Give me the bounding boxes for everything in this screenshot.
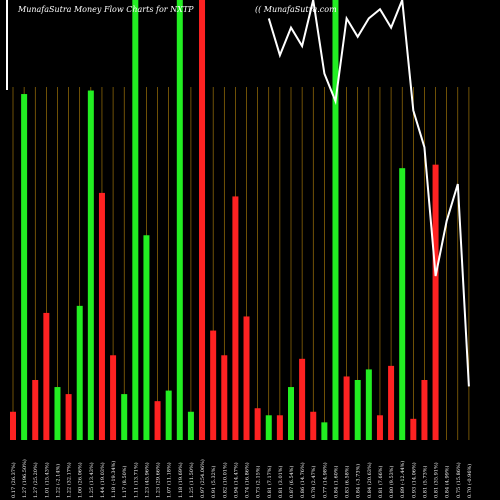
money-flow-bar <box>388 365 395 440</box>
money-flow-bar <box>165 390 172 440</box>
x-tick-label: 0.74 (16.86%) <box>244 462 251 498</box>
money-flow-bar <box>243 316 250 440</box>
chart-title: MunafaSutra Money Flow Charts for NXTP <box>17 5 194 14</box>
x-tick-label: 0.91 (5.32%) <box>210 465 217 498</box>
x-tick-label: 0.17 (26.37%) <box>10 462 17 498</box>
money-flow-bar <box>21 94 28 440</box>
x-tick-label: 0.86 (14.76%) <box>299 462 306 498</box>
x-tick-label: 0.70 (-0.96%) <box>466 464 473 498</box>
x-tick-label: 1.27 (196.50%) <box>21 459 28 498</box>
x-tick-label: 0.84 (-3.73%) <box>355 464 362 498</box>
x-tick-label: 1.18 (-19.34%) <box>110 461 117 498</box>
money-flow-bar <box>110 355 117 440</box>
money-flow-bar <box>76 305 83 440</box>
x-tick-label: 1.27 (25.20%) <box>32 462 39 498</box>
price-line <box>267 0 470 387</box>
x-tick-label: 0.80 (9.53%) <box>388 465 395 498</box>
price-line-layer <box>6 0 470 387</box>
x-tick-label: 0.97 (254.06%) <box>199 459 206 498</box>
money-flow-bar <box>288 387 294 440</box>
money-flow-bar <box>343 376 350 440</box>
x-tick-label: 1.44 (19.03%) <box>99 462 106 498</box>
money-flow-bar <box>265 415 272 440</box>
money-flow-bar <box>32 379 39 440</box>
x-tick-label: 1.25 (13.43%) <box>88 462 95 498</box>
money-flow-bar <box>254 408 261 440</box>
money-flow-bar <box>154 401 161 440</box>
x-tick-label: 0.89 (-12.44%) <box>399 461 406 498</box>
x-tick-label: 1.23 (45.96%) <box>143 462 150 498</box>
x-tick-label: 1.23 (29.66%) <box>155 462 162 498</box>
x-tick-label: 0.94 (14.47%) <box>232 462 239 498</box>
x-tick-label: 0.87 (6.54%) <box>288 465 295 498</box>
money-flow-bar <box>65 394 72 440</box>
x-tick-label: 0.81 (5.73%) <box>421 465 428 498</box>
bar-layer <box>10 0 439 440</box>
money-flow-bar <box>232 196 239 440</box>
money-flow-bar <box>365 369 372 440</box>
x-tick-label: 0.81 (3.01%) <box>277 465 284 498</box>
money-flow-bar <box>187 411 194 440</box>
money-flow-bar <box>310 411 317 440</box>
x-tick-label: 0.84 (20.63%) <box>366 462 373 498</box>
money-flow-bar <box>399 168 406 440</box>
x-tick-labels: 0.17 (26.37%) 1.27 (196.50%) 1.27 (25.20%)… <box>10 459 473 498</box>
money-flow-bar <box>299 358 306 440</box>
x-tick-label: 0.83 (6.58%) <box>344 465 351 498</box>
chart-watermark: (( MunafaSutra.com <box>255 5 337 14</box>
x-tick-label: 1.07 (11.18%) <box>166 462 173 498</box>
money-flow-bar <box>276 415 283 440</box>
x-tick-label: 0.93 (14.06%) <box>410 462 417 498</box>
x-tick-label: 1.17 (8.50%) <box>121 465 128 498</box>
money-flow-bar <box>221 355 228 440</box>
x-tick-label: 0.82 (10.01%) <box>221 462 228 498</box>
money-flow-bar <box>354 379 361 440</box>
money-flow-bar <box>332 0 339 440</box>
money-flow-bar <box>321 422 328 440</box>
money-flow-bar <box>98 192 105 440</box>
money-flow-bar <box>121 394 128 440</box>
money-flow-bar <box>10 411 16 440</box>
x-tick-label: 1.11 (13.71%) <box>132 462 139 498</box>
x-tick-label: 1.01 (15.43%) <box>43 462 50 498</box>
money-flow-bar <box>410 418 417 440</box>
x-tick-label: 0.73 (2.15%) <box>255 465 262 498</box>
x-tick-label: 0.84 (1.60%) <box>332 465 339 498</box>
money-flow-bar <box>143 235 150 440</box>
money-flow-bar <box>176 0 183 440</box>
x-tick-label: 0.81 (35.91%) <box>433 462 440 498</box>
x-tick-label: 1.22 (-2.14%) <box>54 464 61 498</box>
x-tick-label: 0.77 (14.98%) <box>321 462 328 498</box>
x-tick-label: 1.22 (32.17%) <box>66 462 73 498</box>
money-flow-bar <box>132 0 139 440</box>
x-tick-label: 1.00 (26.06%) <box>77 462 84 498</box>
money-flow-bar <box>421 379 428 440</box>
x-tick-label: 0.81 (7.17%) <box>266 465 273 498</box>
x-tick-label: 1.18 (19.69%) <box>177 462 184 498</box>
money-flow-bar <box>376 415 383 440</box>
x-tick-label: 0.84 (4.99%) <box>444 465 451 498</box>
x-tick-label: 0.75 (15.86%) <box>455 462 462 498</box>
money-flow-bar <box>432 164 439 440</box>
x-tick-label: 0.81 (7.66%) <box>377 465 384 498</box>
x-tick-label: 0.78 (2.47%) <box>310 465 317 498</box>
money-flow-bar <box>199 0 206 440</box>
money-flow-bar <box>43 312 50 440</box>
x-tick-label: 1.25 (11.50%) <box>188 462 195 498</box>
money-flow-bar <box>54 387 61 440</box>
money-flow-bar <box>87 90 94 440</box>
money-flow-bar <box>210 330 217 440</box>
